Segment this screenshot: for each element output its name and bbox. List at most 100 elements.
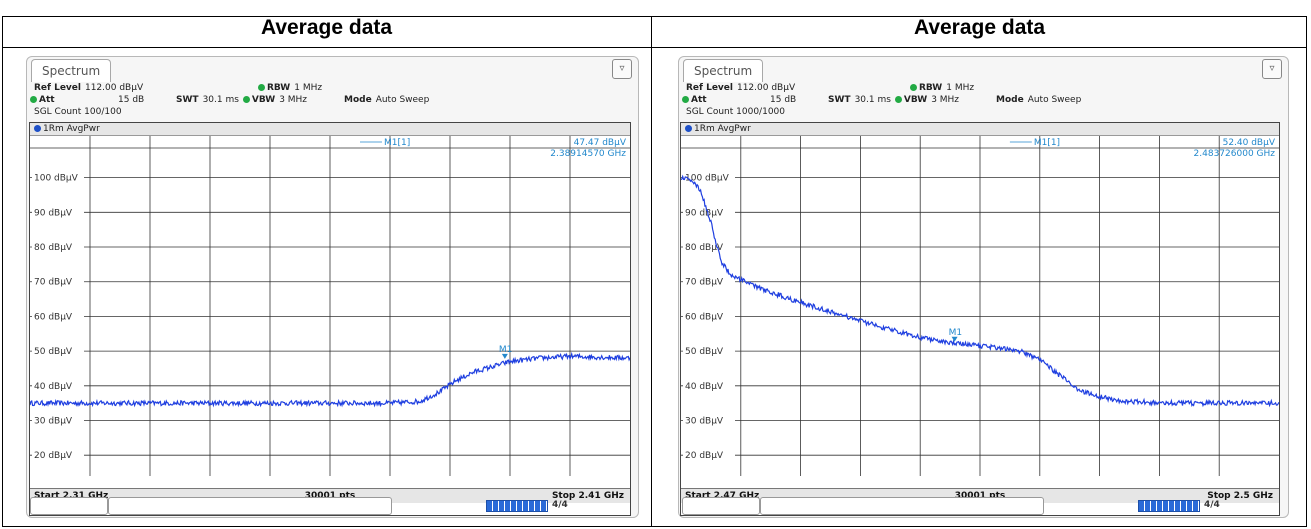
tick-label-background bbox=[32, 241, 84, 253]
tick-label-background bbox=[32, 310, 84, 322]
rbw-group: RBW 1 MHz bbox=[258, 83, 322, 93]
y-tick-label: 50 dBµV bbox=[685, 347, 724, 357]
vbw-label: VBW bbox=[903, 95, 928, 105]
trace-label-bar: 1Rm AvgPwr bbox=[30, 123, 630, 136]
rbw-indicator-icon bbox=[258, 84, 265, 91]
att-indicator-icon bbox=[682, 96, 689, 103]
marker-triangle bbox=[501, 353, 508, 359]
settings-line-2: Att 15 dB SWT 30.1 ms VBW 3 MHz Mode Auto Sweep bbox=[682, 95, 1081, 105]
tab-spectrum[interactable]: Spectrum bbox=[683, 59, 764, 82]
status-bar: 4/4 bbox=[26, 497, 639, 515]
panel-heading: Average data bbox=[260, 16, 393, 39]
display-config-icon[interactable]: ▿ bbox=[1262, 59, 1282, 79]
tick-label-background bbox=[32, 345, 84, 357]
sweep-points: 30001 pts bbox=[954, 491, 1006, 501]
ref-level-label: Ref Level bbox=[34, 83, 81, 93]
trace-line bbox=[30, 351, 630, 408]
y-tick-label: 60 dBµV bbox=[34, 312, 73, 322]
trace-label-bar: 1Rm AvgPwr bbox=[681, 123, 1279, 136]
att-label: Att bbox=[691, 95, 707, 105]
marker-frequency: 2.38914570 GHz bbox=[550, 149, 626, 159]
tick-label-background bbox=[32, 275, 84, 287]
status-field-2 bbox=[760, 497, 1044, 515]
y-tick-label: 30 dBµV bbox=[685, 416, 724, 426]
rbw-label: RBW bbox=[267, 83, 291, 93]
swt-group: SWT 30.1 ms VBW 3 MHz bbox=[828, 95, 959, 105]
marker-label: M1 bbox=[499, 345, 513, 355]
top-strip bbox=[0, 0, 1311, 16]
att-value: 15 dB bbox=[118, 95, 145, 105]
tick-label-background bbox=[32, 379, 84, 391]
figure-frame bbox=[2, 16, 1307, 527]
sweep-points: 30001 pts bbox=[304, 491, 356, 501]
tick-label-background bbox=[32, 206, 84, 218]
trace-indicator-icon bbox=[685, 125, 692, 132]
swt-group: SWT 30.1 ms VBW 3 MHz bbox=[176, 95, 307, 105]
vbw-value: 3 MHz bbox=[279, 95, 308, 105]
marker-level: 52.40 dBµV bbox=[1223, 138, 1276, 148]
swt-label: SWT bbox=[828, 95, 851, 105]
mode-label: Mode bbox=[996, 95, 1024, 105]
marker-label: M1 bbox=[949, 328, 963, 338]
y-tick-label: 40 dBµV bbox=[34, 382, 73, 392]
tick-label-background bbox=[683, 206, 735, 218]
att-indicator-icon bbox=[30, 96, 37, 103]
att-value: 15 dB bbox=[770, 95, 797, 105]
vbw-label: VBW bbox=[251, 95, 276, 105]
mode-label: Mode bbox=[344, 95, 372, 105]
settings-line-2: Att 15 dB SWT 30.1 ms VBW 3 MHz Mode Auto Sweep bbox=[30, 95, 429, 105]
start-frequency: Start 2.47 GHz bbox=[685, 491, 760, 501]
sgl-count: SGL Count 1000/1000 bbox=[686, 107, 785, 117]
y-tick-label: 70 dBµV bbox=[34, 278, 73, 288]
spectrum-chart: 20 dBµV 30 dBµV 40 dBµV 50 dBµV 60 dBµV 70 dB… bbox=[30, 136, 630, 476]
vbw-indicator-icon bbox=[242, 96, 250, 103]
trace-line bbox=[681, 174, 1279, 408]
sgl-count: SGL Count 100/100 bbox=[34, 107, 122, 117]
tick-label-background bbox=[683, 414, 735, 426]
tab-spectrum[interactable]: Spectrum bbox=[31, 59, 112, 82]
tick-label-background bbox=[683, 449, 735, 461]
tick-label-background bbox=[683, 379, 735, 391]
spectrum-chart: 20 dBµV 30 dBµV 40 dBµV 50 dBµV 60 dBµV 70 dB… bbox=[681, 136, 1279, 476]
mode-group: Mode Auto Sweep bbox=[996, 95, 1081, 105]
marker-level: 47.47 dBµV bbox=[574, 138, 627, 148]
y-tick-label: 70 dBµV bbox=[685, 278, 724, 288]
panel-heading: Average data bbox=[913, 16, 1046, 39]
status-bar: 4/4 bbox=[678, 497, 1289, 515]
display-config-icon[interactable]: ▿ bbox=[612, 59, 632, 79]
marker-frequency: 2.483726000 GHz bbox=[1194, 149, 1276, 159]
trace-label: 1Rm AvgPwr bbox=[43, 124, 100, 134]
y-tick-label: 20 dBµV bbox=[685, 451, 724, 461]
start-frequency: Start 2.31 GHz bbox=[34, 491, 109, 501]
mode-value: Auto Sweep bbox=[375, 95, 430, 105]
stop-frequency: Stop 2.41 GHz bbox=[551, 491, 624, 501]
swt-label: SWT bbox=[176, 95, 199, 105]
settings-line-1: Ref Level 112.00 dBµV RBW 1 MHz bbox=[34, 83, 322, 93]
ref-level-label: Ref Level bbox=[686, 83, 733, 93]
y-tick-label: 80 dBµV bbox=[34, 243, 73, 253]
measure-progress bbox=[1138, 500, 1200, 512]
settings-line-1: Ref Level 112.00 dBµV RBW 1 MHz bbox=[686, 83, 974, 93]
rbw-label: RBW bbox=[919, 83, 943, 93]
tick-label-background bbox=[683, 171, 735, 183]
y-tick-label: 30 dBµV bbox=[34, 416, 73, 426]
measure-progress bbox=[486, 500, 548, 512]
status-count: 4/4 bbox=[552, 500, 568, 510]
status-field-2 bbox=[108, 497, 392, 515]
vbw-value: 3 MHz bbox=[931, 95, 960, 105]
status-field-1 bbox=[682, 497, 760, 515]
tick-label-background bbox=[683, 310, 735, 322]
y-tick-label: 20 dBµV bbox=[34, 451, 73, 461]
y-tick-label: 80 dBµV bbox=[685, 243, 724, 253]
trace-label: 1Rm AvgPwr bbox=[694, 124, 751, 134]
y-tick-label: 60 dBµV bbox=[685, 312, 724, 322]
rbw-group: RBW 1 MHz bbox=[910, 83, 974, 93]
ref-level-value: 112.00 dBµV bbox=[84, 83, 144, 93]
trace-indicator-icon bbox=[34, 125, 41, 132]
tick-label-background bbox=[683, 275, 735, 287]
marker-name: M1[1] bbox=[1034, 138, 1060, 148]
status-field-1 bbox=[30, 497, 108, 515]
y-tick-label: 90 dBµV bbox=[34, 208, 73, 218]
status-count: 4/4 bbox=[1204, 500, 1220, 510]
tick-label-background bbox=[683, 345, 735, 357]
